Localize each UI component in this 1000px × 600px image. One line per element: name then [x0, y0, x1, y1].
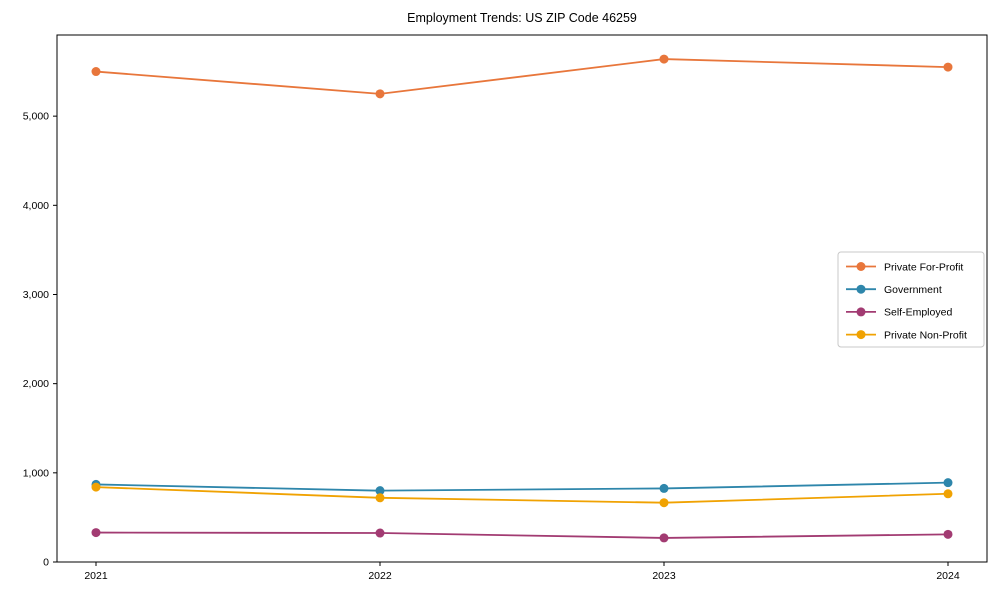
series-line — [95, 486, 949, 504]
chart-title: Employment Trends: US ZIP Code 46259 — [407, 11, 637, 25]
y-tick-label: 4,000 — [23, 200, 49, 212]
y-tick-label: 3,000 — [23, 289, 49, 301]
x-tick-label: 2021 — [84, 570, 108, 582]
series-group — [91, 54, 953, 543]
legend-marker — [856, 307, 866, 317]
y-tick-label: 1,000 — [23, 467, 49, 479]
data-point — [91, 67, 101, 77]
series-line — [95, 531, 949, 539]
legend-label: Self-Employed — [884, 307, 952, 319]
series-line — [95, 58, 949, 95]
legend-label: Private Non-Profit — [884, 329, 967, 341]
data-point — [659, 498, 669, 508]
data-point — [375, 486, 385, 496]
data-point — [91, 482, 101, 492]
data-point — [659, 483, 669, 493]
data-point — [943, 489, 953, 499]
data-point — [375, 528, 385, 538]
y-tick-label: 5,000 — [23, 111, 49, 123]
y-tick-label: 2,000 — [23, 378, 49, 390]
x-tick-label: 2024 — [936, 570, 960, 582]
y-tick-label: 0 — [43, 557, 49, 569]
series-line — [95, 481, 949, 492]
data-point — [943, 478, 953, 488]
data-point — [943, 62, 953, 72]
data-point — [659, 533, 669, 543]
legend-label: Private For-Profit — [884, 261, 963, 273]
plot-border — [56, 34, 988, 563]
legend-marker — [856, 284, 866, 294]
legend-label: Government — [884, 284, 942, 296]
data-point — [943, 529, 953, 539]
legend-box — [837, 251, 985, 348]
x-tick-label: 2022 — [368, 570, 392, 582]
legend-marker — [856, 330, 866, 340]
data-point — [375, 89, 385, 99]
data-point — [91, 528, 101, 538]
x-tick-label: 2023 — [652, 570, 676, 582]
axes: 0 1,000 2,000 3,000 4,000 5,000 2021 2022 2023 20… — [23, 34, 988, 582]
data-point — [659, 54, 669, 64]
legend-marker — [856, 262, 866, 271]
data-point — [375, 493, 385, 503]
legend: Private For-Profit Government Self-Employe… — [837, 251, 985, 348]
